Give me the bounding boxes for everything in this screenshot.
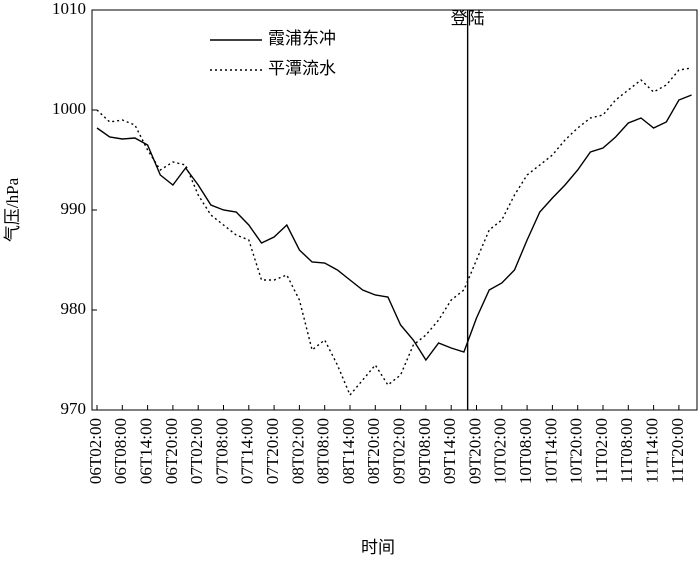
x-tick-label: 09T14:00 bbox=[440, 418, 459, 484]
x-axis-title: 时间 bbox=[361, 538, 395, 557]
x-tick-label: 07T20:00 bbox=[263, 418, 282, 484]
x-tick-label: 10T14:00 bbox=[541, 418, 560, 484]
x-tick-label: 08T08:00 bbox=[314, 418, 333, 484]
x-tick-label: 10T20:00 bbox=[567, 418, 586, 484]
y-axis-title: 气压/hPa bbox=[3, 177, 22, 242]
x-tick-label: 08T14:00 bbox=[339, 418, 358, 484]
x-tick-label: 10T02:00 bbox=[491, 418, 510, 484]
x-tick-label: 06T20:00 bbox=[162, 418, 181, 484]
x-tick-label: 07T08:00 bbox=[212, 418, 231, 484]
annotation: 登陆 bbox=[451, 9, 485, 28]
x-tick-label: 08T20:00 bbox=[364, 418, 383, 484]
x-tick-label: 06T14:00 bbox=[137, 418, 156, 484]
x-tick-label: 09T02:00 bbox=[390, 418, 409, 484]
x-tick-label: 06T02:00 bbox=[86, 418, 105, 484]
series-line bbox=[96, 94, 692, 362]
x-tick-label: 06T08:00 bbox=[111, 418, 130, 484]
plot-frame bbox=[91, 9, 698, 411]
y-tick-label: 990 bbox=[61, 199, 87, 218]
y-tick-label: 970 bbox=[61, 399, 87, 418]
x-tick-label: 11T02:00 bbox=[592, 418, 611, 483]
x-tick-label: 11T20:00 bbox=[668, 418, 687, 483]
x-tick-label: 11T08:00 bbox=[617, 418, 636, 483]
legend-label: 霞浦东冲 bbox=[268, 29, 336, 48]
x-tick-label: 08T02:00 bbox=[288, 418, 307, 484]
x-tick-label: 11T14:00 bbox=[643, 418, 662, 483]
y-tick-label: 1010 bbox=[52, 0, 86, 18]
x-tick-label: 10T08:00 bbox=[516, 418, 535, 484]
x-tick-label: 09T20:00 bbox=[465, 418, 484, 484]
x-tick-label: 07T14:00 bbox=[238, 418, 257, 484]
legend-label: 平潭流水 bbox=[268, 59, 336, 78]
y-tick-label: 1000 bbox=[52, 99, 86, 118]
y-tick-label: 980 bbox=[61, 299, 87, 318]
x-tick-label: 07T02:00 bbox=[187, 418, 206, 484]
x-tick-label: 09T08:00 bbox=[415, 418, 434, 484]
series-line bbox=[96, 67, 692, 397]
